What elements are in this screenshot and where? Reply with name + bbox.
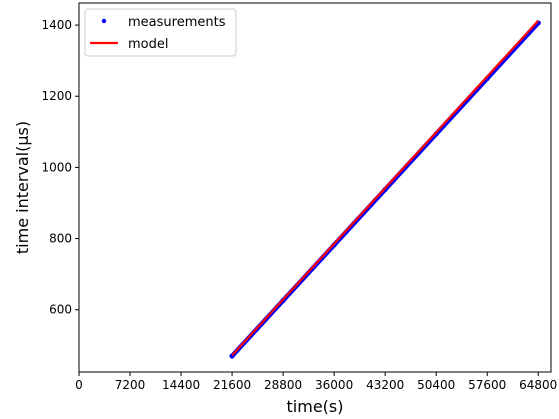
y-axis-label: time interval(µs) (13, 121, 32, 254)
x-tick-label: 14400 (162, 378, 200, 392)
legend-box (84, 8, 237, 57)
x-tick-label: 28800 (264, 378, 302, 392)
model-line (231, 20, 540, 357)
legend-measurements-label: measurements (128, 15, 226, 30)
legend-model-label: model (128, 37, 168, 52)
y-tick-label: 1200 (41, 89, 72, 103)
model-layer (231, 20, 540, 357)
legend: measurements model (84, 8, 237, 57)
x-tick-label: 0 (75, 378, 83, 392)
y-tick-label: 600 (49, 303, 72, 317)
x-tick-label: 43200 (366, 378, 404, 392)
y-tick-label: 1000 (41, 160, 72, 174)
x-tick-label: 36000 (315, 378, 353, 392)
y-tick-label: 800 (49, 232, 72, 246)
x-tick-label: 7200 (115, 378, 146, 392)
legend-measurements-marker (101, 18, 107, 24)
x-axis-label: time(s) (287, 397, 344, 416)
x-tick-label: 50400 (417, 378, 455, 392)
x-tick-label: 64800 (519, 378, 557, 392)
x-axis: 0 7200 14400 21600 28800 36000 43200 50400 57600… (75, 372, 557, 392)
x-tick-label: 21600 (213, 378, 251, 392)
y-axis: 600 800 1000 1200 1400 (41, 18, 79, 317)
x-tick-label: 57600 (468, 378, 506, 392)
plot-frame (78, 2, 552, 373)
y-tick-label: 1400 (41, 18, 72, 32)
